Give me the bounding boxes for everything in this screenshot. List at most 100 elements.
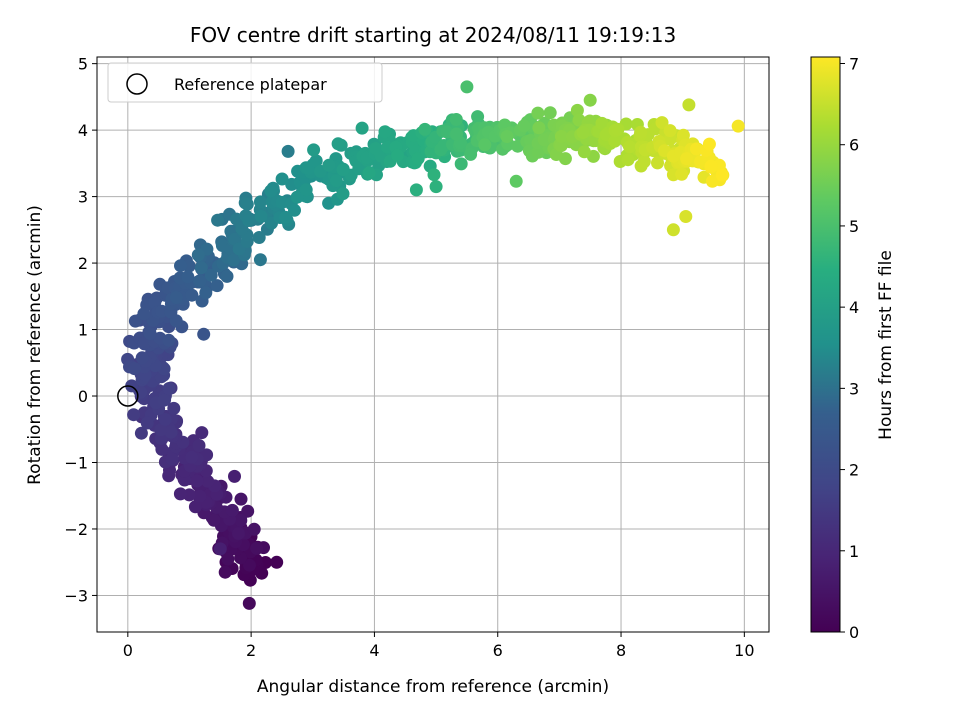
data-point [211, 213, 225, 227]
colorbar-ticks: 0 1 2 3 4 5 6 7 [840, 54, 859, 642]
data-point [207, 513, 221, 527]
data-point [241, 504, 255, 518]
data-point [173, 487, 187, 501]
colorbar-tick-label: 4 [849, 298, 859, 317]
colorbar-tick-label: 3 [849, 379, 859, 398]
data-point [454, 157, 468, 171]
data-point [679, 210, 693, 223]
data-point [169, 291, 183, 304]
data-point [192, 439, 206, 452]
colorbar-tick-label: 0 [849, 623, 859, 642]
data-point [188, 500, 202, 514]
reference-marker [117, 385, 139, 407]
data-point [543, 106, 557, 120]
data-point [623, 140, 637, 154]
data-point [199, 286, 213, 300]
data-point [155, 442, 169, 456]
data-point [634, 125, 648, 139]
data-point [281, 144, 295, 158]
data-point [127, 408, 141, 422]
x-axis-label: Angular distance from reference (arcmin) [257, 677, 609, 697]
legend-box [107, 62, 383, 103]
data-point [651, 156, 664, 170]
data-point [252, 231, 266, 244]
data-point [478, 138, 492, 152]
colorbar-gradient [811, 57, 840, 632]
colorbar-tick-label: 1 [849, 542, 859, 561]
data-point [191, 248, 205, 262]
data-point [595, 116, 609, 130]
data-point [676, 128, 690, 142]
data-point [731, 119, 745, 133]
data-point [583, 93, 597, 107]
data-point [611, 122, 625, 136]
data-point [204, 268, 218, 282]
data-point [242, 214, 256, 227]
data-point [429, 180, 443, 194]
data-point [225, 503, 239, 517]
data-point [450, 127, 464, 141]
plot-frame [96, 56, 770, 633]
data-point [279, 210, 293, 224]
data-point [715, 168, 729, 182]
data-point [162, 333, 176, 347]
data-point [460, 80, 474, 94]
data-point [275, 172, 289, 186]
data-point [355, 121, 369, 135]
data-point [411, 152, 425, 165]
colorbar-frame [810, 56, 841, 633]
data-point [702, 137, 716, 151]
data-point [185, 288, 199, 302]
data-point [554, 130, 568, 143]
data-point [509, 174, 523, 188]
y-tick-label: 0 [78, 387, 88, 406]
data-point [532, 121, 546, 135]
data-point [213, 542, 227, 556]
colorbar-tick-label: 5 [849, 217, 859, 236]
data-point [167, 401, 181, 415]
data-point [336, 187, 350, 201]
data-point [666, 223, 680, 237]
data-point [210, 279, 224, 293]
data-point [537, 133, 551, 147]
data-point [418, 122, 432, 136]
colorbar-tick-label: 7 [849, 54, 859, 73]
legend-entry: Reference platepar [174, 75, 327, 94]
data-point [193, 489, 207, 503]
legend-marker [126, 73, 148, 95]
data-point [165, 452, 179, 466]
data-point [232, 527, 245, 540]
data-point [680, 152, 694, 166]
y-tick-label: 3 [78, 188, 88, 207]
data-point [254, 209, 268, 223]
x-tick-label: 10 [734, 641, 754, 660]
data-point [290, 190, 304, 204]
chart-title: FOV centre drift starting at 2024/08/11 … [190, 23, 676, 47]
data-point [464, 147, 478, 161]
data-point [240, 197, 254, 211]
data-point [162, 382, 176, 395]
data-point [531, 145, 545, 159]
x-tick-label: 2 [246, 641, 256, 660]
data-point [190, 474, 204, 488]
data-point [174, 259, 187, 273]
data-point [250, 541, 264, 555]
y-tick-label: 5 [78, 55, 88, 74]
data-point [154, 423, 168, 437]
data-point [181, 270, 195, 284]
data-point [135, 351, 149, 365]
data-point [288, 203, 301, 217]
y-axis-label: Rotation from reference (arcmin) [25, 205, 45, 485]
data-point [201, 474, 215, 488]
data-point [128, 362, 141, 376]
y-tick-label: −3 [64, 586, 88, 605]
data-point [663, 124, 677, 138]
data-point [608, 134, 622, 148]
colorbar-tick-label: 6 [849, 136, 859, 155]
data-point [299, 183, 313, 197]
data-point [234, 513, 248, 527]
x-axis-ticks: 0 2 4 6 8 10 [123, 632, 755, 660]
plot-area [96, 56, 770, 633]
data-point [228, 469, 241, 483]
